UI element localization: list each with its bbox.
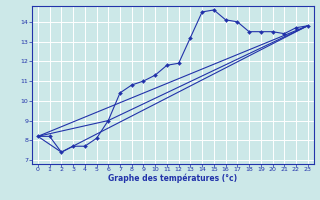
- X-axis label: Graphe des températures (°c): Graphe des températures (°c): [108, 174, 237, 183]
